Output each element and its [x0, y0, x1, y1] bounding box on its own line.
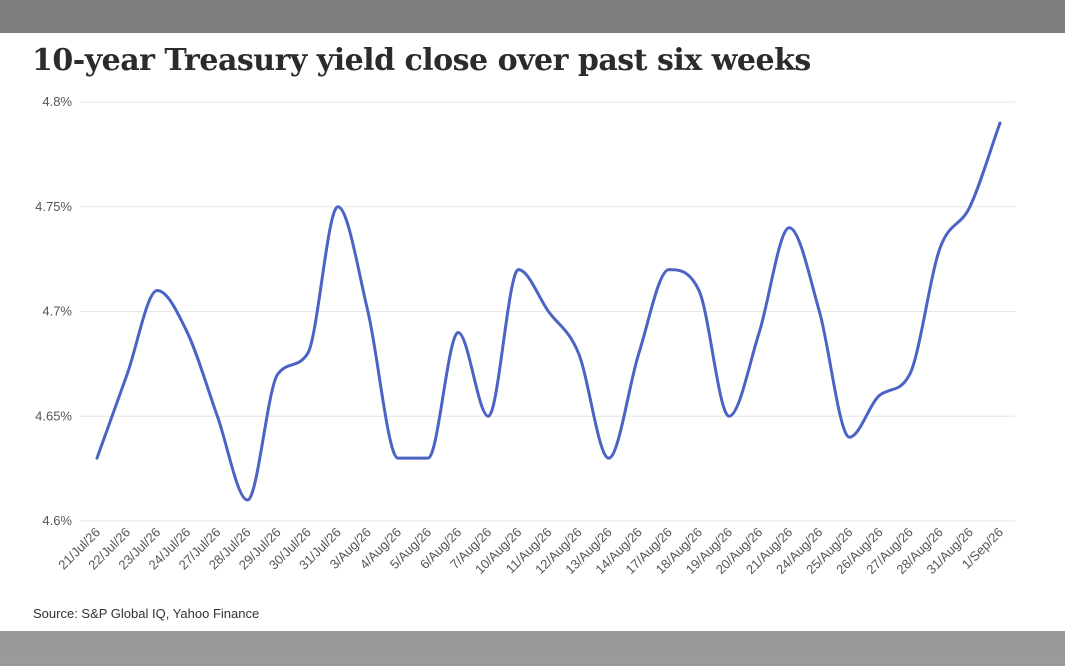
y-axis-ticks: 4.6% 4.65% 4.7% 4.75% 4.8%	[35, 94, 72, 528]
chart-card: 10-year Treasury yield close over past s…	[0, 33, 1065, 631]
y-tick-label: 4.8%	[42, 94, 72, 109]
y-tick-label: 4.7%	[42, 304, 72, 319]
y-tick-label: 4.75%	[35, 199, 72, 214]
line-chart: 4.6% 4.65% 4.7% 4.75% 4.8% 21/Jul/2622/Jul/2…	[35, 94, 1015, 578]
x-axis-ticks: 21/Jul/2622/Jul/2623/Jul/2624/Jul/2627/J…	[55, 525, 1006, 578]
y-tick-label: 4.65%	[35, 408, 72, 423]
source-note: Source: S&P Global IQ, Yahoo Finance	[33, 606, 260, 621]
y-tick-label: 4.6%	[42, 513, 72, 528]
yield-series-line	[95, 121, 1002, 502]
chart-title: 10-year Treasury yield close over past s…	[32, 43, 811, 78]
